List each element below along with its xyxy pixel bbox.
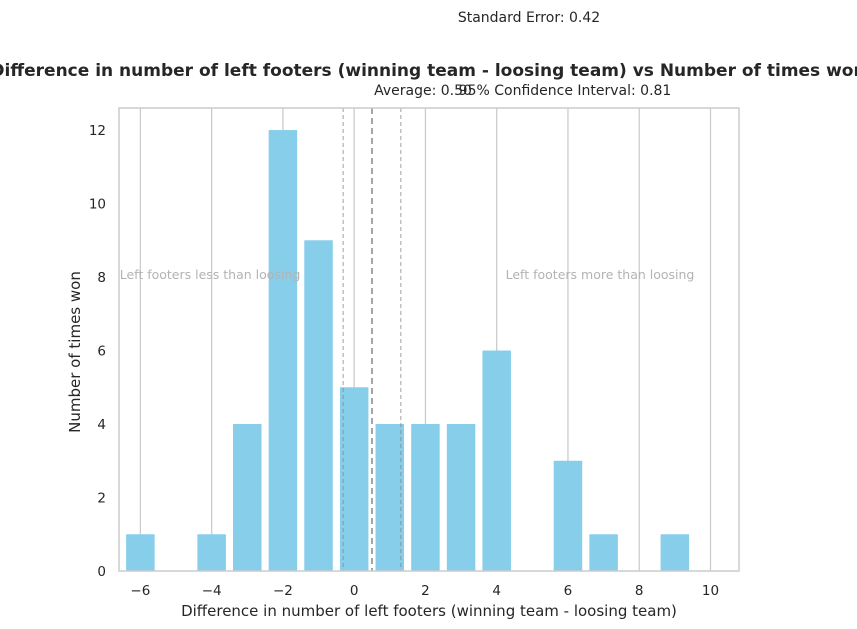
x-axis-label: Difference in number of left footers (wi…	[181, 602, 677, 620]
bar	[197, 534, 226, 571]
x-tick-label: 6	[564, 583, 573, 599]
bar	[553, 460, 583, 571]
x-tick-label: −2	[273, 583, 293, 599]
y-tick-label: 12	[89, 123, 106, 139]
chart-title: Difference in number of left footers (wi…	[0, 61, 857, 81]
confidence-interval-annotation: 95% Confidence Interval: 0.81	[459, 83, 672, 99]
standard-error-annotation: Standard Error: 0.42	[458, 10, 600, 26]
bar	[126, 534, 155, 571]
bar	[304, 240, 333, 572]
plot-frame	[118, 107, 740, 572]
bar	[589, 534, 618, 571]
left-region-label: Left footers less than loosing	[120, 267, 301, 282]
bar	[482, 350, 511, 571]
x-tick-label: 0	[350, 583, 359, 599]
y-tick-label: 2	[97, 491, 106, 507]
y-tick-labels: 0 2 4 6 8 10 12	[89, 123, 106, 580]
bars	[126, 130, 690, 572]
bar	[375, 424, 405, 571]
bar	[660, 534, 690, 571]
y-tick-label: 0	[97, 564, 106, 580]
reference-lines	[342, 108, 402, 571]
x-tick-label: 8	[635, 583, 644, 599]
y-tick-label: 4	[97, 417, 106, 433]
bar	[233, 424, 262, 571]
y-tick-label: 10	[89, 197, 106, 213]
x-tick-label: −6	[130, 583, 150, 599]
y-axis-label: Number of times won	[66, 271, 84, 433]
x-tick-label: 4	[492, 583, 501, 599]
bar	[411, 424, 440, 571]
bar	[339, 387, 369, 571]
bar	[268, 130, 298, 572]
x-tick-labels: −6 −4 −2 0 2 4 6 8 10	[130, 583, 719, 599]
x-tick-label: 10	[702, 583, 719, 599]
y-tick-label: 8	[97, 270, 106, 286]
x-tick-label: 2	[421, 583, 430, 599]
average-annotation: Average: 0.50	[374, 83, 472, 99]
y-tick-label: 6	[97, 344, 106, 360]
bar	[446, 424, 476, 571]
right-region-label: Left footers more than loosing	[506, 267, 695, 282]
x-tick-label: −4	[202, 583, 222, 599]
